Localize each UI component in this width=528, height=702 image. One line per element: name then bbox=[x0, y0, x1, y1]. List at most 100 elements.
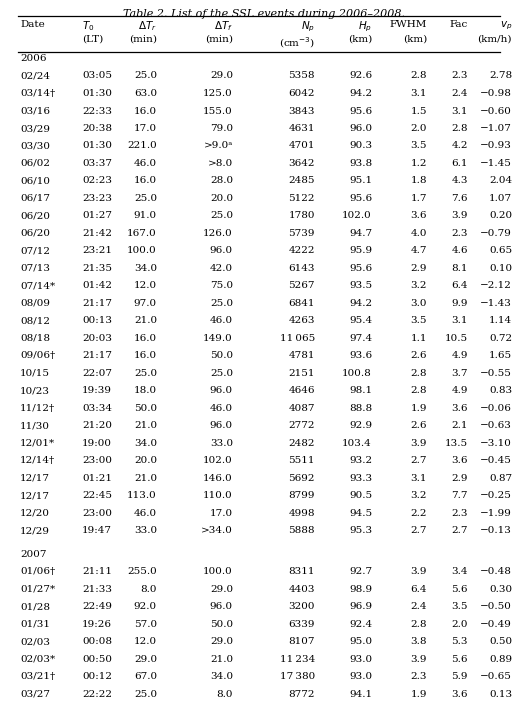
Text: 6339: 6339 bbox=[288, 620, 315, 629]
Text: 03/30: 03/30 bbox=[20, 142, 50, 150]
Text: 33.0: 33.0 bbox=[210, 439, 233, 448]
Text: 16.0: 16.0 bbox=[134, 107, 157, 116]
Text: 01/06†: 01/06† bbox=[20, 567, 55, 576]
Text: $v_p$: $v_p$ bbox=[499, 20, 512, 32]
Text: −0.06: −0.06 bbox=[480, 404, 512, 413]
Text: 06/10: 06/10 bbox=[20, 176, 50, 185]
Text: 12/20: 12/20 bbox=[20, 509, 50, 518]
Text: 92.6: 92.6 bbox=[349, 72, 372, 81]
Text: −0.13: −0.13 bbox=[480, 526, 512, 536]
Text: 6.1: 6.1 bbox=[451, 159, 468, 168]
Text: 92.7: 92.7 bbox=[349, 567, 372, 576]
Text: 07/14*: 07/14* bbox=[20, 282, 55, 291]
Text: 97.4: 97.4 bbox=[349, 334, 372, 343]
Text: Table 2. List of the SSL events during 2006–2008.: Table 2. List of the SSL events during 2… bbox=[123, 9, 405, 19]
Text: 0.13: 0.13 bbox=[489, 690, 512, 699]
Text: 2.9: 2.9 bbox=[451, 474, 468, 483]
Text: 03/27: 03/27 bbox=[20, 690, 50, 699]
Text: 95.6: 95.6 bbox=[349, 264, 372, 273]
Text: 57.0: 57.0 bbox=[134, 620, 157, 629]
Text: 5.3: 5.3 bbox=[451, 637, 468, 647]
Text: 1.9: 1.9 bbox=[410, 690, 427, 699]
Text: 102.0: 102.0 bbox=[203, 456, 233, 465]
Text: 93.0: 93.0 bbox=[349, 655, 372, 664]
Text: 5267: 5267 bbox=[288, 282, 315, 291]
Text: 2.7: 2.7 bbox=[410, 456, 427, 465]
Text: 3.0: 3.0 bbox=[410, 299, 427, 308]
Text: 88.8: 88.8 bbox=[349, 404, 372, 413]
Text: 21.0: 21.0 bbox=[134, 317, 157, 326]
Text: 46.0: 46.0 bbox=[210, 317, 233, 326]
Text: 17.0: 17.0 bbox=[134, 124, 157, 133]
Text: 3.6: 3.6 bbox=[410, 211, 427, 220]
Text: −1.99: −1.99 bbox=[480, 509, 512, 518]
Text: 12/01*: 12/01* bbox=[20, 439, 55, 448]
Text: 25.0: 25.0 bbox=[210, 299, 233, 308]
Text: 92.0: 92.0 bbox=[134, 602, 157, 611]
Text: 22:22: 22:22 bbox=[82, 690, 112, 699]
Text: 02:23: 02:23 bbox=[82, 176, 112, 185]
Text: 21.0: 21.0 bbox=[210, 655, 233, 664]
Text: 4263: 4263 bbox=[288, 317, 315, 326]
Text: 93.5: 93.5 bbox=[349, 282, 372, 291]
Text: 146.0: 146.0 bbox=[203, 474, 233, 483]
Text: −0.93: −0.93 bbox=[480, 142, 512, 150]
Text: 5692: 5692 bbox=[288, 474, 315, 483]
Text: 29.0: 29.0 bbox=[210, 72, 233, 81]
Text: 00:50: 00:50 bbox=[82, 655, 112, 664]
Text: 2.3: 2.3 bbox=[451, 509, 468, 518]
Text: 93.6: 93.6 bbox=[349, 352, 372, 361]
Text: 4.6: 4.6 bbox=[451, 246, 468, 256]
Text: 11/12†: 11/12† bbox=[20, 404, 55, 413]
Text: 2007: 2007 bbox=[20, 550, 46, 559]
Text: 17 380: 17 380 bbox=[280, 673, 315, 682]
Text: 94.7: 94.7 bbox=[349, 229, 372, 238]
Text: 4222: 4222 bbox=[288, 246, 315, 256]
Text: 23:00: 23:00 bbox=[82, 456, 112, 465]
Text: 5122: 5122 bbox=[288, 194, 315, 203]
Text: 2.8: 2.8 bbox=[410, 387, 427, 395]
Text: 3.9: 3.9 bbox=[410, 439, 427, 448]
Text: 10.5: 10.5 bbox=[445, 334, 468, 343]
Text: 2.3: 2.3 bbox=[410, 673, 427, 682]
Text: 92.4: 92.4 bbox=[349, 620, 372, 629]
Text: 12/17: 12/17 bbox=[20, 491, 50, 501]
Text: 67.0: 67.0 bbox=[134, 673, 157, 682]
Text: 0.50: 0.50 bbox=[489, 637, 512, 647]
Text: 3.9: 3.9 bbox=[410, 567, 427, 576]
Text: 03/16: 03/16 bbox=[20, 107, 50, 116]
Text: 2.8: 2.8 bbox=[410, 369, 427, 378]
Text: 94.1: 94.1 bbox=[349, 690, 372, 699]
Text: 34.0: 34.0 bbox=[210, 673, 233, 682]
Text: 3.6: 3.6 bbox=[451, 690, 468, 699]
Text: 2006: 2006 bbox=[20, 54, 46, 63]
Text: 06/02: 06/02 bbox=[20, 159, 50, 168]
Text: 1.65: 1.65 bbox=[489, 352, 512, 361]
Text: 34.0: 34.0 bbox=[134, 264, 157, 273]
Text: 7.7: 7.7 bbox=[451, 491, 468, 501]
Text: 167.0: 167.0 bbox=[127, 229, 157, 238]
Text: 92.9: 92.9 bbox=[349, 421, 372, 430]
Text: 01:42: 01:42 bbox=[82, 282, 112, 291]
Text: 19:47: 19:47 bbox=[82, 526, 112, 536]
Text: 50.0: 50.0 bbox=[134, 404, 157, 413]
Text: −1.43: −1.43 bbox=[480, 299, 512, 308]
Text: 06/17: 06/17 bbox=[20, 194, 50, 203]
Text: 22:49: 22:49 bbox=[82, 602, 112, 611]
Text: (km): (km) bbox=[403, 35, 427, 44]
Text: 20.0: 20.0 bbox=[210, 194, 233, 203]
Text: 09/06†: 09/06† bbox=[20, 352, 55, 361]
Text: 12.0: 12.0 bbox=[134, 282, 157, 291]
Text: $N_p$: $N_p$ bbox=[301, 20, 315, 34]
Text: 93.8: 93.8 bbox=[349, 159, 372, 168]
Text: 12/29: 12/29 bbox=[20, 526, 50, 536]
Text: 90.5: 90.5 bbox=[349, 491, 372, 501]
Text: >9.0ᵃ: >9.0ᵃ bbox=[204, 142, 233, 150]
Text: 33.0: 33.0 bbox=[134, 526, 157, 536]
Text: 0.72: 0.72 bbox=[489, 334, 512, 343]
Text: 22:45: 22:45 bbox=[82, 491, 112, 501]
Text: 5.9: 5.9 bbox=[451, 673, 468, 682]
Text: 3.2: 3.2 bbox=[410, 282, 427, 291]
Text: 3.1: 3.1 bbox=[410, 89, 427, 98]
Text: 03:34: 03:34 bbox=[82, 404, 112, 413]
